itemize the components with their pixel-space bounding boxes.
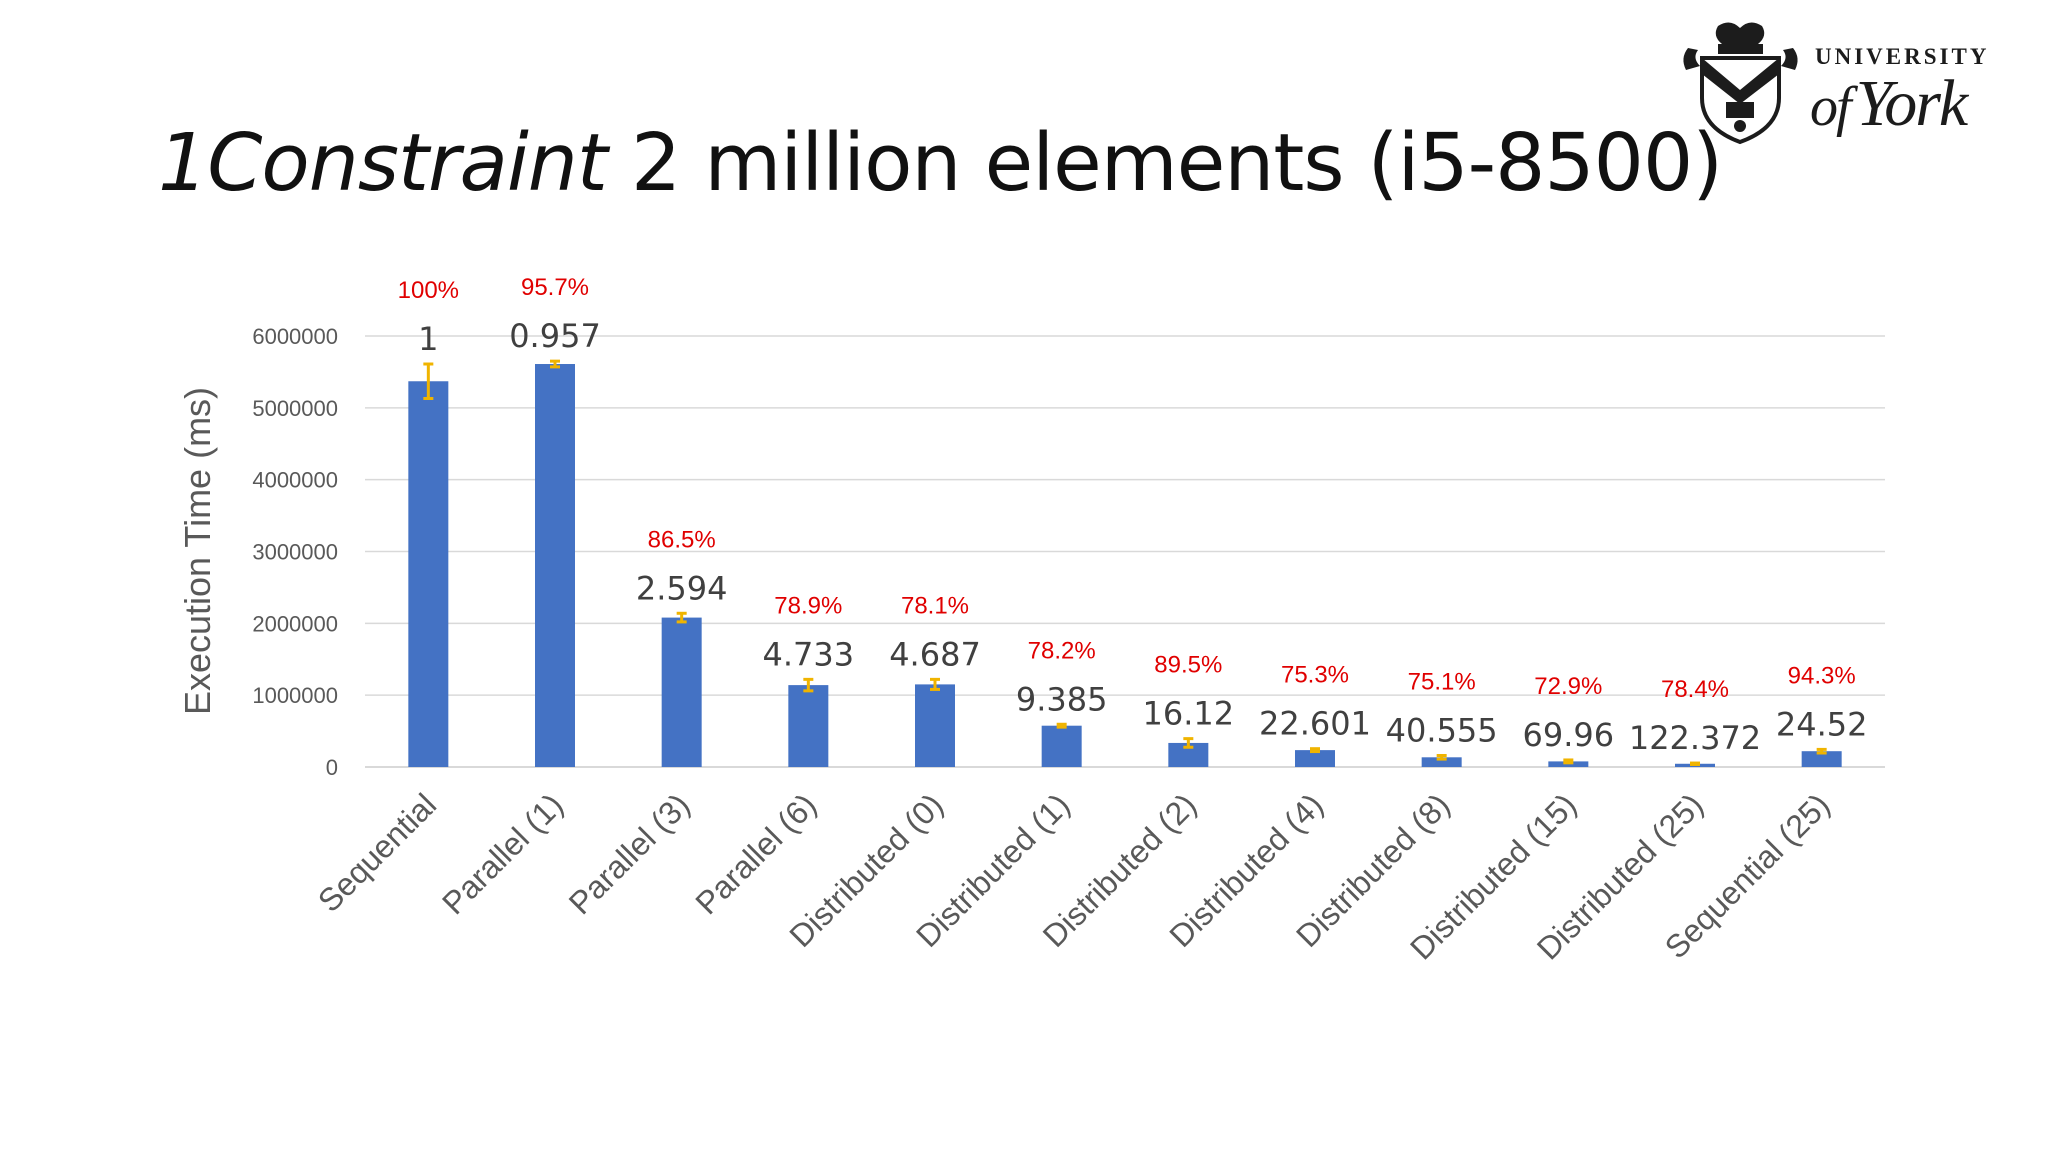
- y-tick-label: 1000000: [252, 683, 338, 708]
- data-label: 122.372: [1629, 719, 1761, 757]
- percent-label: 95.7%: [521, 274, 589, 301]
- percent-label: 75.1%: [1408, 669, 1476, 696]
- title-rest-part: 2 million elements (i5-8500): [606, 117, 1723, 209]
- data-label: 24.52: [1776, 705, 1868, 743]
- percent-label: 100%: [398, 277, 459, 304]
- data-label: 16.12: [1143, 695, 1235, 733]
- percent-label: 78.2%: [1028, 637, 1096, 664]
- bar: [1801, 751, 1842, 767]
- data-label: 0.957: [509, 317, 601, 355]
- title-italic-part: 1Constraint: [158, 117, 608, 209]
- bar: [1295, 750, 1335, 767]
- data-label: 69.96: [1523, 716, 1615, 754]
- bar: [1421, 757, 1462, 767]
- percent-label: 94.3%: [1788, 662, 1856, 689]
- bar: [535, 364, 575, 767]
- percent-label: 78.1%: [901, 592, 969, 619]
- x-tick-label: Sequential: [311, 786, 443, 918]
- data-label: 9.385: [1016, 680, 1108, 718]
- percent-label: 89.5%: [1154, 652, 1222, 679]
- x-tick-label: Parallel (1): [435, 786, 570, 921]
- bar: [788, 685, 829, 767]
- university-logo: UNIVERSITY ofYork: [1670, 14, 2020, 154]
- data-label: 4.733: [763, 635, 855, 673]
- percent-label: 78.4%: [1661, 676, 1729, 703]
- y-tick-label: 0: [326, 755, 338, 780]
- x-tick-label: Parallel (3): [562, 786, 697, 921]
- logo-text-of: of: [1810, 76, 1852, 138]
- bar: [408, 381, 449, 767]
- logo-text-university: UNIVERSITY: [1815, 44, 1990, 69]
- x-tick-label: Parallel (6): [688, 786, 823, 921]
- y-tick-label: 2000000: [252, 611, 338, 636]
- percent-label: 72.9%: [1534, 673, 1602, 700]
- percent-label: 86.5%: [648, 526, 716, 553]
- percent-label: 75.3%: [1281, 662, 1349, 689]
- coat-of-arms-icon: [1683, 22, 1798, 145]
- bar: [1041, 725, 1082, 767]
- percent-label: 78.9%: [774, 592, 842, 619]
- data-label: 1: [418, 320, 438, 358]
- slide-title: 1Constraint 2 million elements (i5-8500): [158, 117, 1723, 209]
- y-tick-label: 5000000: [252, 396, 338, 421]
- y-tick-label: 6000000: [252, 324, 338, 349]
- bar: [915, 684, 955, 767]
- logo-text-name: York: [1855, 67, 1969, 140]
- data-label: 40.555: [1386, 712, 1498, 750]
- y-tick-label: 3000000: [252, 540, 338, 565]
- y-axis-label: Execution Time (ms): [177, 387, 218, 715]
- bar: [661, 617, 702, 767]
- data-label: 22.601: [1259, 705, 1371, 743]
- y-tick-label: 4000000: [252, 468, 338, 493]
- data-label: 4.687: [889, 635, 981, 673]
- data-label: 2.594: [636, 569, 728, 607]
- logo-text-york: ofYork: [1810, 66, 1969, 142]
